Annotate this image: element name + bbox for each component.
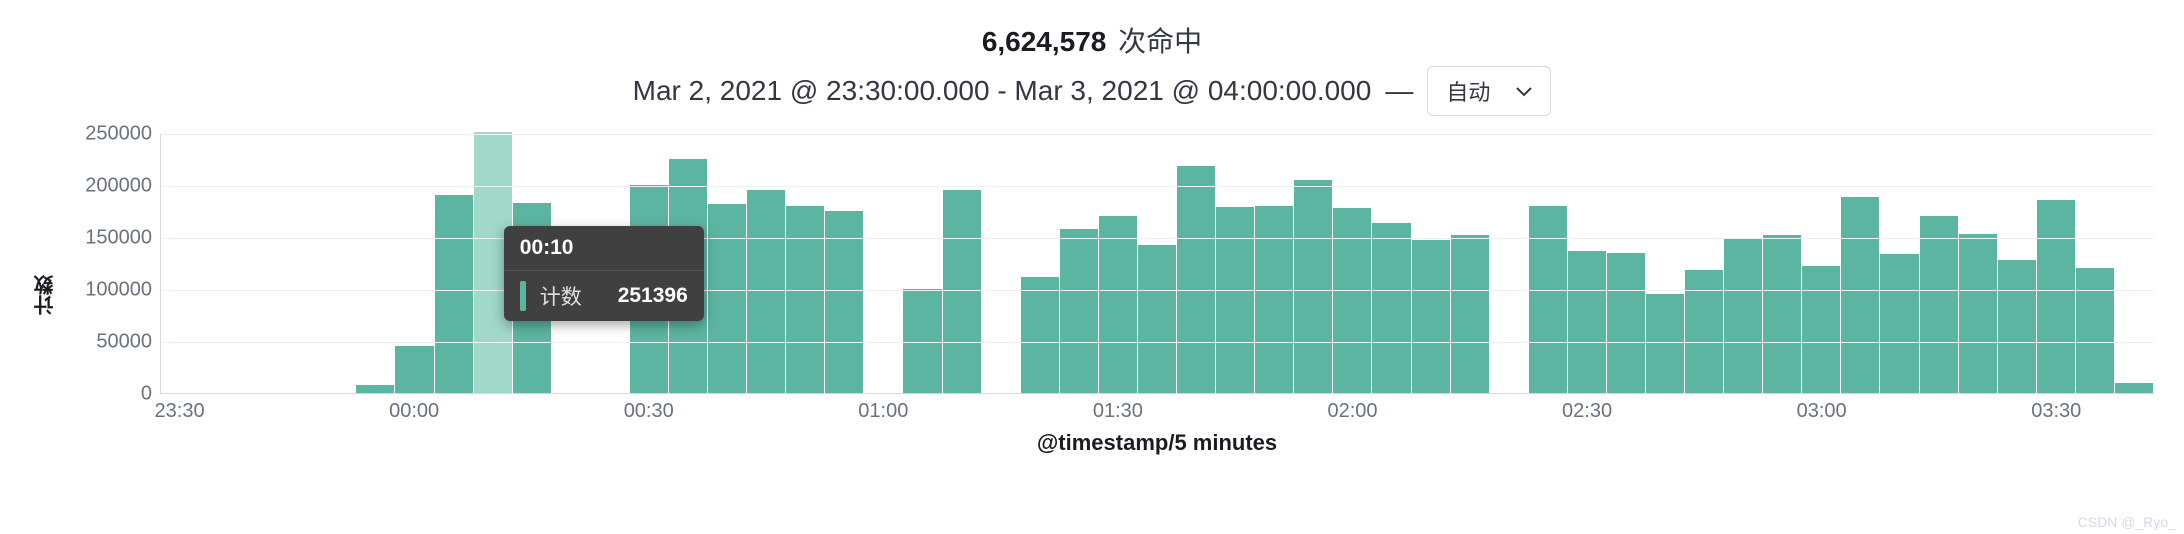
- bar[interactable]: [1060, 229, 1098, 393]
- y-tick: 50000: [96, 331, 152, 354]
- y-tick: 250000: [85, 123, 152, 146]
- tooltip-value: 251396: [618, 284, 688, 308]
- chart-header: 6,624,578 次命中 Mar 2, 2021 @ 23:30:00.000…: [30, 20, 2154, 116]
- bar[interactable]: [1568, 251, 1606, 393]
- y-tick: 0: [141, 383, 152, 406]
- tooltip-title: 00:10: [504, 226, 704, 271]
- bar[interactable]: [786, 206, 824, 393]
- gridline: [161, 290, 2154, 291]
- timerange-row: Mar 2, 2021 @ 23:30:00.000 - Mar 3, 2021…: [30, 66, 2154, 116]
- bar[interactable]: [1021, 277, 1059, 393]
- bar[interactable]: [943, 190, 981, 393]
- x-tick: 03:30: [2031, 400, 2081, 423]
- gridline: [161, 186, 2154, 187]
- y-axis: 050000100000150000200000250000: [60, 134, 160, 394]
- bar[interactable]: [1138, 245, 1176, 393]
- bar[interactable]: [1724, 239, 1762, 393]
- bar[interactable]: [1607, 253, 1645, 393]
- x-tick: 02:30: [1562, 400, 1612, 423]
- bar[interactable]: [1372, 223, 1410, 393]
- chart: 计数 050000100000150000200000250000 00:10 …: [30, 134, 2154, 456]
- x-tick: 02:00: [1327, 400, 1377, 423]
- tooltip-series-label: 计数: [540, 281, 582, 311]
- gridline: [161, 134, 2154, 135]
- y-tick: 100000: [85, 279, 152, 302]
- gridline: [161, 342, 2154, 343]
- bar[interactable]: [1685, 270, 1723, 393]
- x-tick: 23:30: [155, 400, 205, 423]
- y-tick: 200000: [85, 175, 152, 198]
- x-tick: 00:30: [624, 400, 674, 423]
- bar[interactable]: [1959, 234, 1997, 393]
- x-tick: 01:30: [1093, 400, 1143, 423]
- tooltip-swatch: [520, 281, 526, 311]
- bar[interactable]: [1998, 260, 2036, 393]
- bar[interactable]: [1294, 180, 1332, 393]
- gridline: [161, 238, 2154, 239]
- hits-count: 6,624,578: [982, 26, 1107, 57]
- x-tick: 00:00: [389, 400, 439, 423]
- bar[interactable]: [1177, 166, 1215, 393]
- bar[interactable]: [2037, 200, 2075, 393]
- bar[interactable]: [1841, 197, 1879, 393]
- tooltip: 00:10 计数 251396: [504, 226, 704, 321]
- bar[interactable]: [435, 195, 473, 393]
- bar[interactable]: [2115, 383, 2153, 393]
- bar[interactable]: [356, 385, 394, 393]
- bar[interactable]: [395, 346, 433, 393]
- bar[interactable]: [903, 289, 941, 393]
- bar[interactable]: [1920, 216, 1958, 393]
- bar[interactable]: [747, 190, 785, 393]
- chevron-down-icon: [1516, 81, 1532, 102]
- bar[interactable]: [1529, 206, 1567, 393]
- x-axis-label: @timestamp/5 minutes: [160, 430, 2154, 456]
- bar[interactable]: [1255, 206, 1293, 393]
- bars-container: [161, 134, 2154, 393]
- x-axis: 23:3000:0000:3001:0001:3002:0002:3003:00…: [160, 394, 2154, 424]
- bar[interactable]: [1412, 240, 1450, 393]
- bar[interactable]: [1880, 254, 1918, 393]
- bar[interactable]: [708, 204, 746, 393]
- bar[interactable]: [1451, 235, 1489, 393]
- bar[interactable]: [1802, 266, 1840, 393]
- bar[interactable]: [1099, 216, 1137, 393]
- bar[interactable]: [2076, 268, 2114, 393]
- interval-select[interactable]: 自动: [1427, 66, 1551, 116]
- hits-row: 6,624,578 次命中: [30, 20, 2154, 60]
- x-tick: 03:00: [1797, 400, 1847, 423]
- bar[interactable]: [1763, 235, 1801, 393]
- dash-separator: —: [1385, 75, 1413, 107]
- watermark: CSDN @_Ryo_: [2078, 514, 2176, 530]
- plot-area[interactable]: 00:10 计数 251396: [160, 134, 2154, 394]
- time-range-text: Mar 2, 2021 @ 23:30:00.000 - Mar 3, 2021…: [633, 75, 1372, 107]
- bar[interactable]: [1646, 294, 1684, 393]
- bar[interactable]: [1333, 208, 1371, 393]
- interval-select-value: 自动: [1446, 75, 1490, 107]
- y-tick: 150000: [85, 227, 152, 250]
- x-tick: 01:00: [858, 400, 908, 423]
- hits-label: 次命中: [1118, 26, 1202, 57]
- bar[interactable]: [1216, 207, 1254, 393]
- y-axis-label: 计数: [31, 275, 60, 315]
